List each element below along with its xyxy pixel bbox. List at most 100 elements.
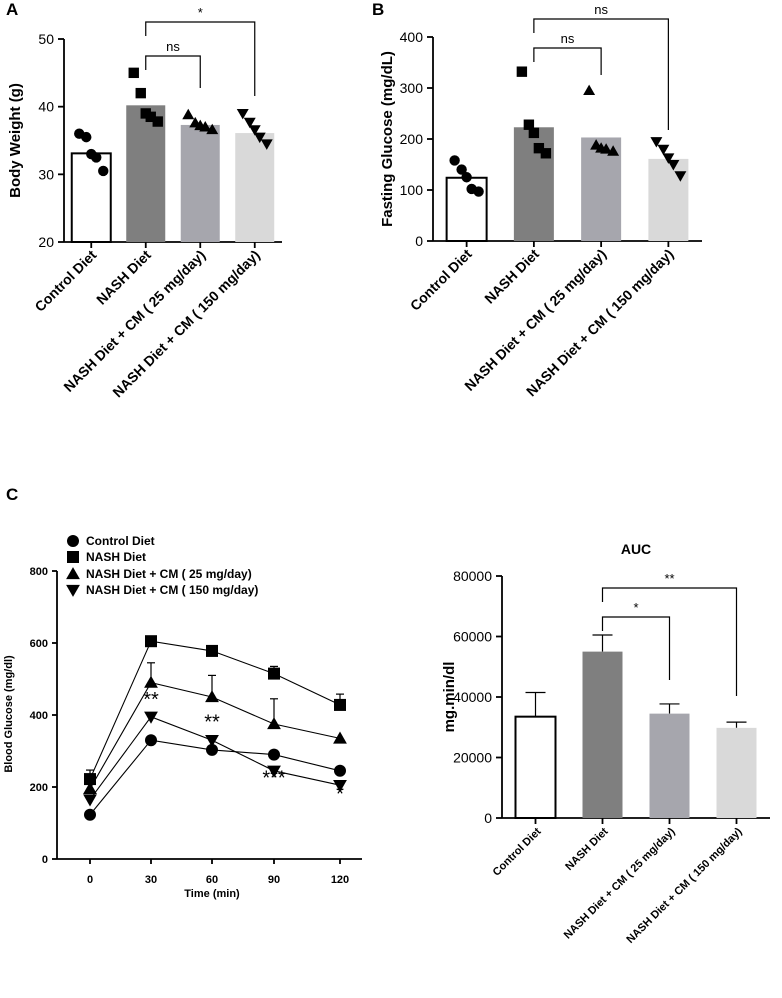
data-point	[205, 690, 219, 703]
series-line	[89, 640, 341, 780]
significance-label: *	[633, 600, 638, 615]
data-point	[449, 155, 460, 166]
y-tick-label: 400	[30, 710, 48, 722]
data-point	[267, 765, 281, 778]
x-category-label: NASH Diet + CM ( 150 mg/day)	[624, 825, 744, 945]
legend-entry: Control Diet	[86, 534, 155, 548]
y-tick-label: 800	[30, 566, 48, 578]
x-category-label: Control Diet	[31, 247, 99, 315]
y-tick-label: 0	[415, 233, 423, 249]
x-category-label: NASH Diet + CM ( 25 mg/day)	[461, 246, 609, 394]
data-point	[98, 165, 109, 177]
y-tick-label: 300	[400, 80, 424, 96]
bar-2	[126, 105, 166, 243]
data-point	[334, 698, 346, 711]
data-point	[199, 120, 212, 132]
significance-label: *	[336, 783, 344, 805]
data-point	[91, 152, 102, 163]
legend-marker	[66, 584, 80, 597]
data-point	[600, 143, 613, 154]
data-point	[128, 67, 139, 79]
data-point	[674, 171, 687, 182]
data-point	[145, 111, 156, 123]
y-tick-label: 600	[30, 638, 48, 650]
chart-title: AUC	[621, 541, 651, 557]
data-point	[461, 172, 472, 183]
data-point	[145, 635, 157, 648]
data-point	[533, 142, 545, 154]
data-point	[182, 108, 195, 120]
x-tick-label: 120	[331, 874, 349, 886]
y-tick-label: 40	[38, 99, 54, 115]
data-point	[650, 137, 663, 148]
y-axis-title: Fasting Glucose (mg/dL)	[379, 51, 396, 227]
y-tick-label: 0	[42, 854, 48, 866]
data-point	[81, 131, 92, 143]
x-axis-title: Time (min)	[184, 888, 240, 900]
bar-1	[514, 715, 557, 819]
data-point	[267, 717, 281, 730]
data-point	[135, 87, 146, 99]
bar-4	[648, 158, 689, 241]
y-tick-label: 80000	[453, 568, 492, 584]
data-point	[268, 748, 280, 761]
data-point	[662, 153, 675, 164]
data-point	[206, 644, 218, 657]
x-tick-label: 30	[145, 874, 157, 886]
data-point	[260, 139, 273, 150]
data-point	[83, 794, 97, 807]
significance-label: ***	[262, 767, 286, 789]
data-point	[334, 764, 346, 777]
data-point	[144, 711, 158, 724]
y-tick-label: 20	[38, 234, 54, 250]
significance-label: ns	[166, 39, 180, 54]
significance-label: **	[204, 712, 220, 734]
data-point	[523, 119, 535, 130]
data-point	[243, 117, 256, 129]
y-tick-label: 60000	[453, 629, 492, 645]
bar-3	[649, 713, 690, 818]
data-point	[206, 743, 218, 756]
data-point	[528, 127, 540, 139]
data-point	[83, 781, 97, 794]
significance-bracket	[533, 47, 602, 75]
data-point	[516, 66, 528, 77]
data-point	[205, 735, 219, 748]
y-tick-label: 50	[38, 31, 54, 47]
data-point	[667, 160, 680, 171]
data-point	[456, 164, 467, 175]
legend-marker	[66, 567, 80, 580]
y-tick-label: 200	[400, 131, 424, 147]
legend-entry: NASH Diet + CM ( 150 mg/day)	[86, 583, 258, 597]
panel-label-b: B	[372, 0, 384, 19]
legend-marker	[67, 535, 79, 547]
data-point	[144, 675, 158, 688]
x-category-label: Control Diet	[407, 246, 475, 314]
x-tick-label: 0	[87, 874, 93, 886]
significance-label: **	[664, 571, 674, 586]
data-point	[607, 145, 620, 156]
x-category-label: NASH Diet	[563, 825, 611, 873]
data-point	[583, 84, 596, 96]
panel-label-a: A	[6, 0, 18, 19]
y-tick-label: 400	[400, 29, 424, 45]
x-tick-label: 90	[268, 874, 280, 886]
significance-bracket	[533, 18, 669, 130]
x-category-label: NASH Diet + CM ( 25 mg/day)	[562, 825, 678, 941]
y-axis-title: Blood Glucose (mg/dl)	[3, 655, 15, 773]
data-point	[145, 734, 157, 747]
x-tick-label: 60	[206, 874, 218, 886]
data-point	[657, 144, 670, 156]
legend-entry: NASH Diet	[86, 550, 146, 564]
x-category-label: Control Diet	[491, 825, 544, 878]
significance-label: ns	[561, 31, 575, 46]
significance-label: *	[198, 5, 203, 20]
bar-4	[235, 133, 275, 242]
data-point	[333, 731, 347, 744]
panel-label-c: C	[6, 485, 18, 504]
data-point	[333, 780, 347, 793]
data-point	[473, 186, 484, 197]
